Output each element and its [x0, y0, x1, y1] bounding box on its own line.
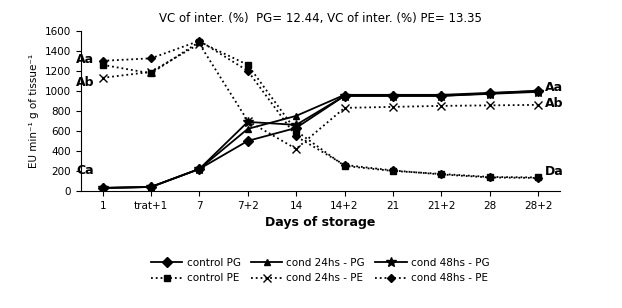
- cond 48hs - PG: [147, 185, 155, 189]
- control PE: [486, 175, 493, 179]
- cond 48hs - PG: [341, 94, 348, 98]
- cond 24hs - PE: [486, 103, 493, 107]
- cond 24hs - PE: [292, 147, 300, 151]
- control PE: [244, 63, 251, 67]
- cond 48hs - PE: [437, 172, 445, 176]
- cond 48hs - PE: [99, 59, 106, 63]
- control PG: [292, 126, 300, 130]
- Line: cond 24hs - PG: cond 24hs - PG: [99, 87, 542, 192]
- control PG: [341, 94, 348, 98]
- cond 24hs - PG: [534, 89, 542, 93]
- control PG: [486, 91, 493, 95]
- cond 24hs - PG: [99, 186, 106, 190]
- control PG: [534, 89, 542, 93]
- cond 48hs - PE: [244, 69, 251, 73]
- cond 24hs - PG: [147, 185, 155, 189]
- cond 24hs - PG: [341, 93, 348, 97]
- cond 48hs - PE: [486, 176, 493, 179]
- Line: control PE: control PE: [99, 38, 542, 181]
- cond 48hs - PG: [292, 123, 300, 127]
- Line: cond 24hs - PE: cond 24hs - PE: [98, 40, 542, 153]
- cond 48hs - PE: [292, 135, 300, 138]
- control PE: [341, 164, 348, 168]
- cond 24hs - PE: [244, 119, 251, 123]
- control PE: [147, 71, 155, 75]
- cond 24hs - PE: [147, 70, 155, 74]
- cond 48hs - PG: [99, 186, 106, 190]
- Line: cond 48hs - PG: cond 48hs - PG: [98, 87, 543, 193]
- cond 24hs - PG: [389, 93, 397, 97]
- control PG: [147, 185, 155, 189]
- cond 48hs - PE: [534, 176, 542, 180]
- cond 48hs - PE: [389, 168, 397, 172]
- Legend: control PG, control PE, cond 24hs - PG, cond 24hs - PE, cond 48hs - PG, cond 48h: control PG, control PE, cond 24hs - PG, …: [147, 254, 494, 287]
- control PG: [244, 139, 251, 143]
- cond 48hs - PE: [341, 163, 348, 167]
- cond 24hs - PG: [486, 91, 493, 95]
- control PG: [196, 167, 203, 171]
- Title: VC of inter. (%)  PG= 12.44, VC of inter. (%) PE= 13.35: VC of inter. (%) PG= 12.44, VC of inter.…: [159, 12, 482, 26]
- Text: Ca: Ca: [76, 164, 94, 177]
- Text: Ab: Ab: [545, 97, 564, 110]
- cond 24hs - PE: [437, 104, 445, 108]
- cond 48hs - PG: [534, 90, 542, 94]
- cond 24hs - PE: [196, 42, 203, 46]
- Line: cond 48hs - PE: cond 48hs - PE: [100, 38, 541, 181]
- cond 48hs - PG: [196, 167, 203, 171]
- Line: control PG: control PG: [99, 87, 542, 192]
- cond 48hs - PG: [389, 94, 397, 98]
- cond 48hs - PE: [196, 39, 203, 43]
- control PG: [389, 94, 397, 98]
- Text: Da: Da: [545, 165, 564, 178]
- cond 24hs - PE: [99, 76, 106, 80]
- cond 24hs - PE: [534, 103, 542, 107]
- control PE: [534, 176, 542, 179]
- Text: Aa: Aa: [76, 53, 94, 66]
- cond 24hs - PE: [341, 106, 348, 110]
- cond 48hs - PG: [486, 92, 493, 96]
- control PE: [292, 129, 300, 133]
- cond 24hs - PG: [437, 93, 445, 97]
- control PE: [389, 169, 397, 173]
- control PE: [196, 40, 203, 44]
- Text: Aa: Aa: [545, 81, 564, 94]
- cond 48hs - PE: [147, 56, 155, 60]
- control PE: [99, 63, 106, 67]
- Y-axis label: EU min⁻¹ g of tissue⁻¹: EU min⁻¹ g of tissue⁻¹: [29, 54, 39, 168]
- control PG: [437, 94, 445, 98]
- cond 24hs - PG: [196, 167, 203, 171]
- X-axis label: Days of storage: Days of storage: [265, 216, 376, 229]
- cond 24hs - PG: [292, 114, 300, 118]
- cond 24hs - PG: [244, 127, 251, 131]
- cond 48hs - PG: [437, 94, 445, 98]
- control PE: [437, 172, 445, 176]
- cond 48hs - PG: [244, 120, 251, 124]
- cond 24hs - PE: [389, 105, 397, 109]
- Text: Ab: Ab: [76, 76, 95, 89]
- control PG: [99, 186, 106, 190]
